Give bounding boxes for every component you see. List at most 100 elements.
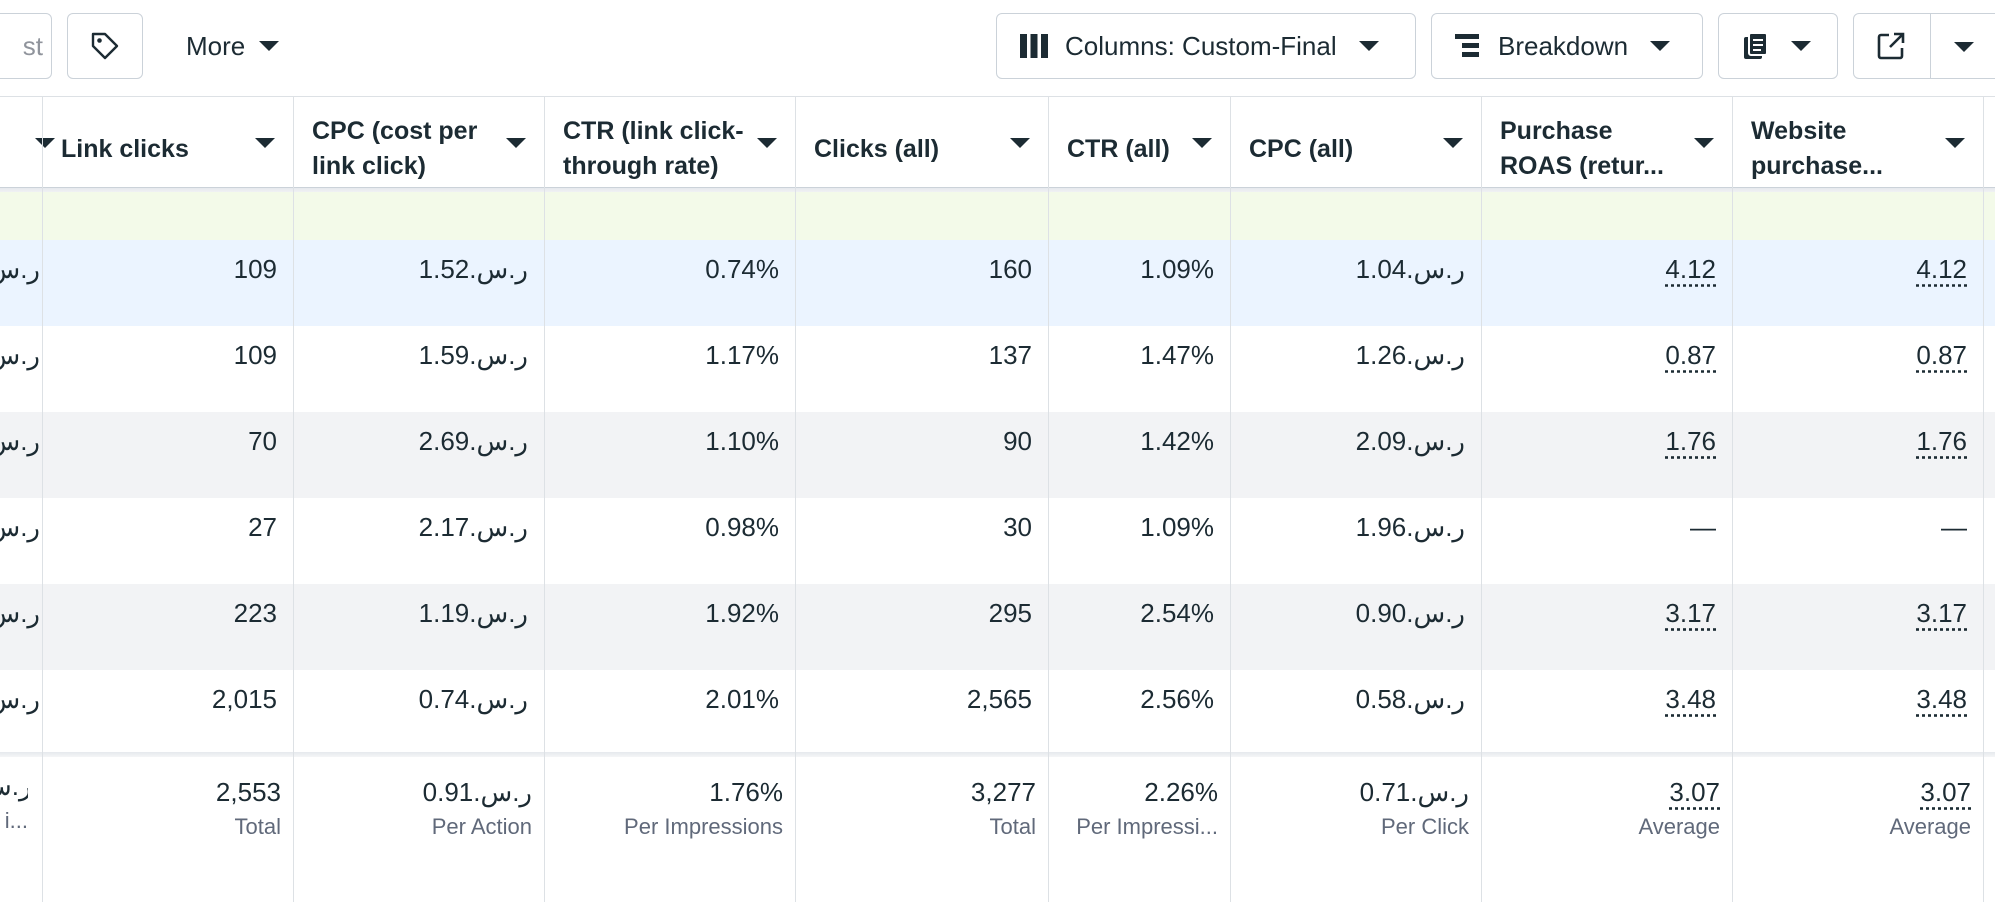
cell-value: 2.09.ر.س <box>1355 426 1465 456</box>
cell-value: — <box>1941 512 1967 542</box>
cell-purchase-roas[interactable]: 3.48 <box>1481 670 1732 756</box>
cell-edge: ر.س <box>0 512 40 542</box>
reports-button[interactable] <box>1718 13 1838 79</box>
cell-value: 223 <box>233 598 277 628</box>
table-row[interactable]: ر.س 223 1.19.ر.س 1.92% 295 2.54% 0.90.ر.س 3.17 3… <box>0 584 1995 670</box>
totals-value: 1.76% <box>709 777 783 807</box>
cell-cpc-all: 2.09.ر.س <box>1230 412 1481 498</box>
table-row[interactable]: ر.س 27 2.17.ر.س 0.98% 30 1.09% 1.96.ر.س — — <box>0 498 1995 584</box>
cell-value: 90 <box>1003 426 1032 456</box>
cell-value: 295 <box>988 598 1032 628</box>
totals-cpc-link: 0.91.ر.س Per Action <box>293 757 544 902</box>
reports-icon <box>1744 32 1768 59</box>
totals-ctr-all: 2.26% Per Impressi... <box>1048 757 1230 902</box>
column-divider <box>1983 96 1984 902</box>
cell-website-purchase[interactable]: 0.87 <box>1732 326 1983 412</box>
totals-sub: Per Click <box>1380 814 1469 839</box>
totals-website-purchase: 3.07 Average <box>1732 757 1983 902</box>
cell-value: 1.76 <box>1665 426 1716 456</box>
column-header-website-purchase[interactable]: Website purchase... <box>1732 97 1983 187</box>
cell-link-clicks: 223 <box>42 584 293 670</box>
cell-value: 1.76 <box>1916 426 1967 456</box>
totals-value: ر.س <box>0 771 28 801</box>
search-input-text: st <box>22 30 43 61</box>
cell-value: 27 <box>248 512 277 542</box>
cell-clicks-all: 90 <box>795 412 1048 498</box>
chevron-down-icon <box>1192 138 1212 148</box>
cell-cpc-link: 1.52.ر.س <box>293 240 544 326</box>
more-button[interactable]: More <box>168 13 298 79</box>
cell-purchase-roas[interactable]: 0.87 <box>1481 326 1732 412</box>
chevron-down-icon <box>1945 138 1965 148</box>
totals-edge: ر.س i... <box>0 757 28 902</box>
cell-cpc-link: 1.59.ر.س <box>293 326 544 412</box>
cell-value: 1.42% <box>1140 426 1214 456</box>
columns-label: Columns: Custom-Final <box>1065 30 1337 61</box>
column-divider <box>42 96 43 902</box>
export-button[interactable] <box>1853 13 1995 79</box>
cell-cpc-all: 1.96.ر.س <box>1230 498 1481 584</box>
toolbar: st More Columns: Custom-Final Breakdown <box>0 0 1995 96</box>
cell-purchase-roas[interactable]: 3.17 <box>1481 584 1732 670</box>
cell-ctr-link: 1.10% <box>544 412 795 498</box>
column-header-edge[interactable] <box>0 97 67 187</box>
cell-purchase-roas[interactable]: — <box>1481 498 1732 584</box>
column-header-purchase-roas[interactable]: Purchase ROAS (retur... <box>1481 97 1732 187</box>
totals-sub: Average <box>1638 814 1720 839</box>
column-divider <box>544 96 545 902</box>
table-row[interactable]: ر.س 109 1.52.ر.س 0.74% 160 1.09% 1.04.ر.س 4.12 4… <box>0 240 1995 326</box>
table-row[interactable]: ر.س 70 2.69.ر.س 1.10% 90 1.42% 2.09.ر.س 1.76 1.7… <box>0 412 1995 498</box>
cell-value: 137 <box>988 340 1032 370</box>
cell-value: 70 <box>248 426 277 456</box>
column-header-cpc-all[interactable]: CPC (all) <box>1230 97 1481 187</box>
cell-value: 2,565 <box>966 684 1032 714</box>
cell-value: 0.98% <box>705 512 779 542</box>
cell-value: 2.56% <box>1140 684 1214 714</box>
tag-button[interactable] <box>67 13 143 79</box>
column-divider <box>293 96 294 902</box>
cell-value: 3.48 <box>1665 684 1716 714</box>
cell-ctr-link: 0.98% <box>544 498 795 584</box>
totals-divider <box>0 752 1995 757</box>
columns-button[interactable]: Columns: Custom-Final <box>996 13 1416 79</box>
totals-sub: Per Action <box>431 814 532 839</box>
totals-link-clicks: 2,553 Total <box>42 757 293 902</box>
breakdown-button[interactable]: Breakdown <box>1431 13 1703 79</box>
cell-edge: ر.س <box>0 340 40 370</box>
cell-website-purchase[interactable]: 3.48 <box>1732 670 1983 756</box>
column-header-ctr-link[interactable]: CTR (link click-through rate) <box>544 97 795 187</box>
tag-icon <box>91 32 119 60</box>
cell-purchase-roas[interactable]: 4.12 <box>1481 240 1732 326</box>
cell-website-purchase[interactable]: 4.12 <box>1732 240 1983 326</box>
column-header-cpc-link[interactable]: CPC (cost per link click) <box>293 97 544 187</box>
column-divider <box>1048 96 1049 902</box>
cell-clicks-all: 30 <box>795 498 1048 584</box>
cell-website-purchase[interactable]: 1.76 <box>1732 412 1983 498</box>
cell-value: 2.69.ر.س <box>418 426 528 456</box>
cell-website-purchase[interactable]: 3.17 <box>1732 584 1983 670</box>
column-header-clicks-all[interactable]: Clicks (all) <box>795 97 1048 187</box>
cell-purchase-roas[interactable]: 1.76 <box>1481 412 1732 498</box>
cell-ctr-link: 2.01% <box>544 670 795 756</box>
table-row[interactable]: ر.س 109 1.59.ر.س 1.17% 137 1.47% 1.26.ر.س 0.87 0… <box>0 326 1995 412</box>
cell-website-purchase[interactable]: — <box>1732 498 1983 584</box>
cell-value: 1.09% <box>1140 254 1214 284</box>
chevron-down-icon <box>1358 41 1379 51</box>
totals-value: 0.91.ر.س <box>422 777 532 807</box>
cell-link-clicks: 109 <box>42 240 293 326</box>
cell-value: 1.96.ر.س <box>1355 512 1465 542</box>
cell-value: 3.17 <box>1665 598 1716 628</box>
button-divider <box>1930 14 1931 78</box>
table-row[interactable]: ر.س 2,015 0.74.ر.س 2.01% 2,565 2.56% 0.58.ر.س 3… <box>0 670 1995 756</box>
search-input[interactable]: st <box>0 13 52 79</box>
cell-value: 1.92% <box>705 598 779 628</box>
column-header-ctr-all[interactable]: CTR (all) <box>1048 97 1230 187</box>
column-header-link-clicks[interactable]: Link clicks <box>42 97 293 187</box>
totals-sub: Total <box>989 814 1036 839</box>
cell-value: 0.74% <box>705 254 779 284</box>
column-divider <box>1230 96 1231 902</box>
cell-value: 2.01% <box>705 684 779 714</box>
cell-ctr-all: 1.09% <box>1048 240 1230 326</box>
totals-value: 2.26% <box>1144 777 1218 807</box>
cell-cpc-link: 2.17.ر.س <box>293 498 544 584</box>
